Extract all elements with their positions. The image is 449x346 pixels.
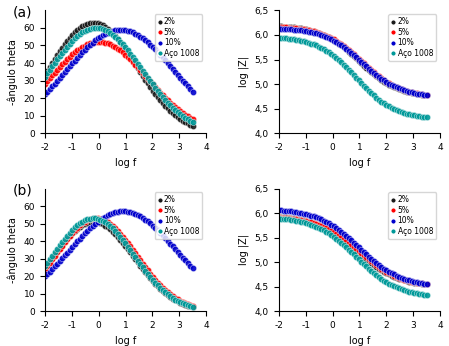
- Y-axis label: -ângulo theta: -ângulo theta: [8, 39, 18, 105]
- Y-axis label: log |Z|: log |Z|: [239, 235, 249, 265]
- X-axis label: log f: log f: [349, 336, 370, 346]
- X-axis label: log f: log f: [115, 157, 136, 167]
- Legend: 2%, 5%, 10%, Aço 1008: 2%, 5%, 10%, Aço 1008: [154, 192, 202, 239]
- Legend: 2%, 5%, 10%, Aço 1008: 2%, 5%, 10%, Aço 1008: [388, 192, 436, 239]
- Legend: 2%, 5%, 10%, Aço 1008: 2%, 5%, 10%, Aço 1008: [154, 14, 202, 61]
- Text: (b): (b): [13, 184, 32, 198]
- X-axis label: log f: log f: [349, 157, 370, 167]
- Legend: 2%, 5%, 10%, Aço 1008: 2%, 5%, 10%, Aço 1008: [388, 14, 436, 61]
- X-axis label: log f: log f: [115, 336, 136, 346]
- Y-axis label: -ângulo theta: -ângulo theta: [8, 217, 18, 283]
- Y-axis label: log |Z|: log |Z|: [239, 56, 249, 87]
- Text: (a): (a): [13, 6, 32, 19]
